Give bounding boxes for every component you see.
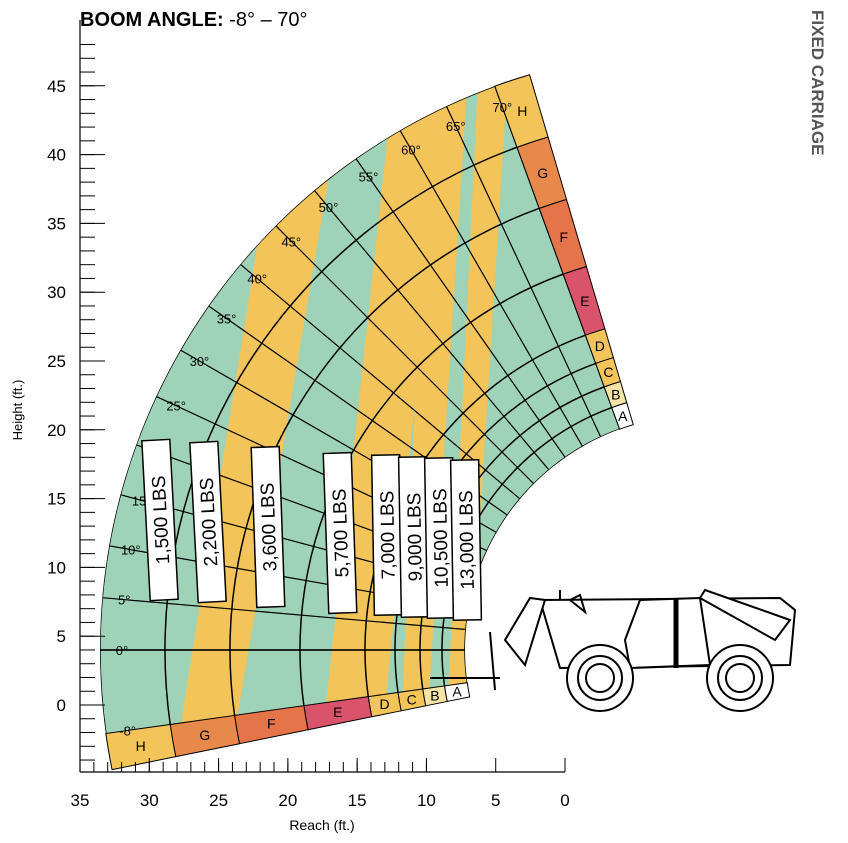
zone-letter: B [430,688,439,704]
zone-letter: E [580,293,589,309]
angle-label: 65° [446,119,466,134]
title: BOOM ANGLE: -8° – 70° [80,9,308,31]
y-tick-label: 30 [47,283,66,302]
zone-letter: B [611,387,620,403]
angle-label: 25° [166,399,186,414]
zone-letter: G [537,165,548,181]
y-tick-label: 45 [47,77,66,96]
load-label: 7,000 LBS [377,490,400,579]
title-value: -8° – 70° [229,9,307,31]
zone-letter: F [267,716,276,732]
zone-letter: H [136,738,146,754]
x-tick-label: 15 [348,791,367,810]
y-tick-label: 25 [47,352,66,371]
y-tick-label: 5 [57,627,66,646]
angle-label: 60° [401,142,421,157]
x-tick-label: 30 [140,791,159,810]
angle-label: 30° [190,354,210,369]
angle-label: 0° [116,643,128,658]
x-tick-label: 25 [209,791,228,810]
angle-label: 35° [217,311,237,326]
y-axis-label: Height (ft.) [10,380,25,441]
load-box: 7,000 LBS [372,455,403,615]
zone-letter: D [380,696,390,712]
telehandler [430,590,795,711]
load-label: 10,500 LBS [430,488,453,588]
zone-letter: E [333,704,342,720]
x-tick-label: 5 [491,791,500,810]
x-tick-label: 10 [417,791,436,810]
zone-letter: G [199,727,210,743]
zone-letter: F [559,229,568,245]
zone-letter: C [603,364,613,380]
angle-label: 70° [492,100,512,115]
x-tick-label: 0 [560,791,569,810]
y-tick-label: 10 [47,558,66,577]
angle-label: 5° [118,593,130,608]
side-label: FIXED CARRIAGE [808,10,827,155]
angle-label: 45° [281,234,301,249]
x-tick-label: 20 [278,791,297,810]
load-box: 3,600 LBS [251,447,285,608]
angle-label: 10° [121,543,141,558]
y-tick-label: 35 [47,214,66,233]
load-label: 13,000 LBS [456,490,479,590]
load-label: 3,600 LBS [257,482,281,571]
angle-label: 50° [319,200,339,215]
y-tick-label: 15 [47,490,66,509]
y-tick-label: 0 [57,696,66,715]
zone-letter: A [618,408,628,424]
title-label: BOOM ANGLE: [80,9,224,31]
zone-letter: D [595,338,605,354]
load-chart: ABCDEFGHABCDEFGH 05101520253035404535302… [0,0,848,838]
angle-label: 55° [359,170,379,185]
angle-label: -8° [119,723,136,738]
x-axis-label: Reach (ft.) [289,817,354,833]
zone-letter: H [517,103,527,119]
zone-letter: C [407,692,417,708]
load-box: 13,000 LBS [451,460,482,620]
x-tick-label: 35 [71,791,90,810]
y-tick-label: 40 [47,146,66,165]
load-box: 5,700 LBS [323,453,357,614]
angle-label: 40° [247,271,267,286]
zone-letter: A [452,684,462,700]
load-label: 9,000 LBS [404,492,427,581]
load-label: 5,700 LBS [329,488,353,577]
y-tick-label: 20 [47,421,66,440]
